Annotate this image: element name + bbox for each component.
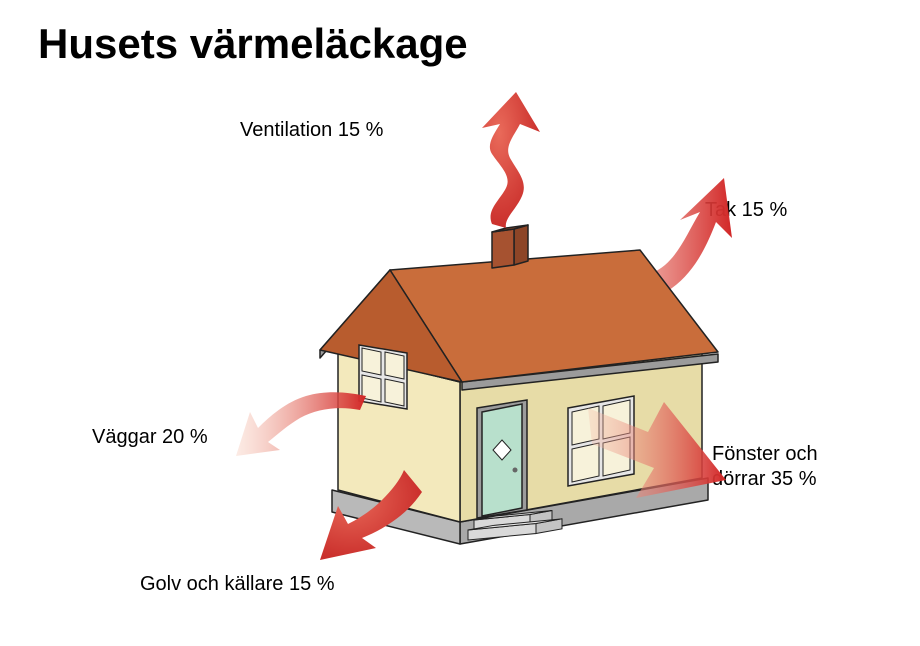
diagram-scene [0, 0, 920, 646]
house [320, 225, 718, 544]
arrow-ventilation [482, 92, 540, 228]
